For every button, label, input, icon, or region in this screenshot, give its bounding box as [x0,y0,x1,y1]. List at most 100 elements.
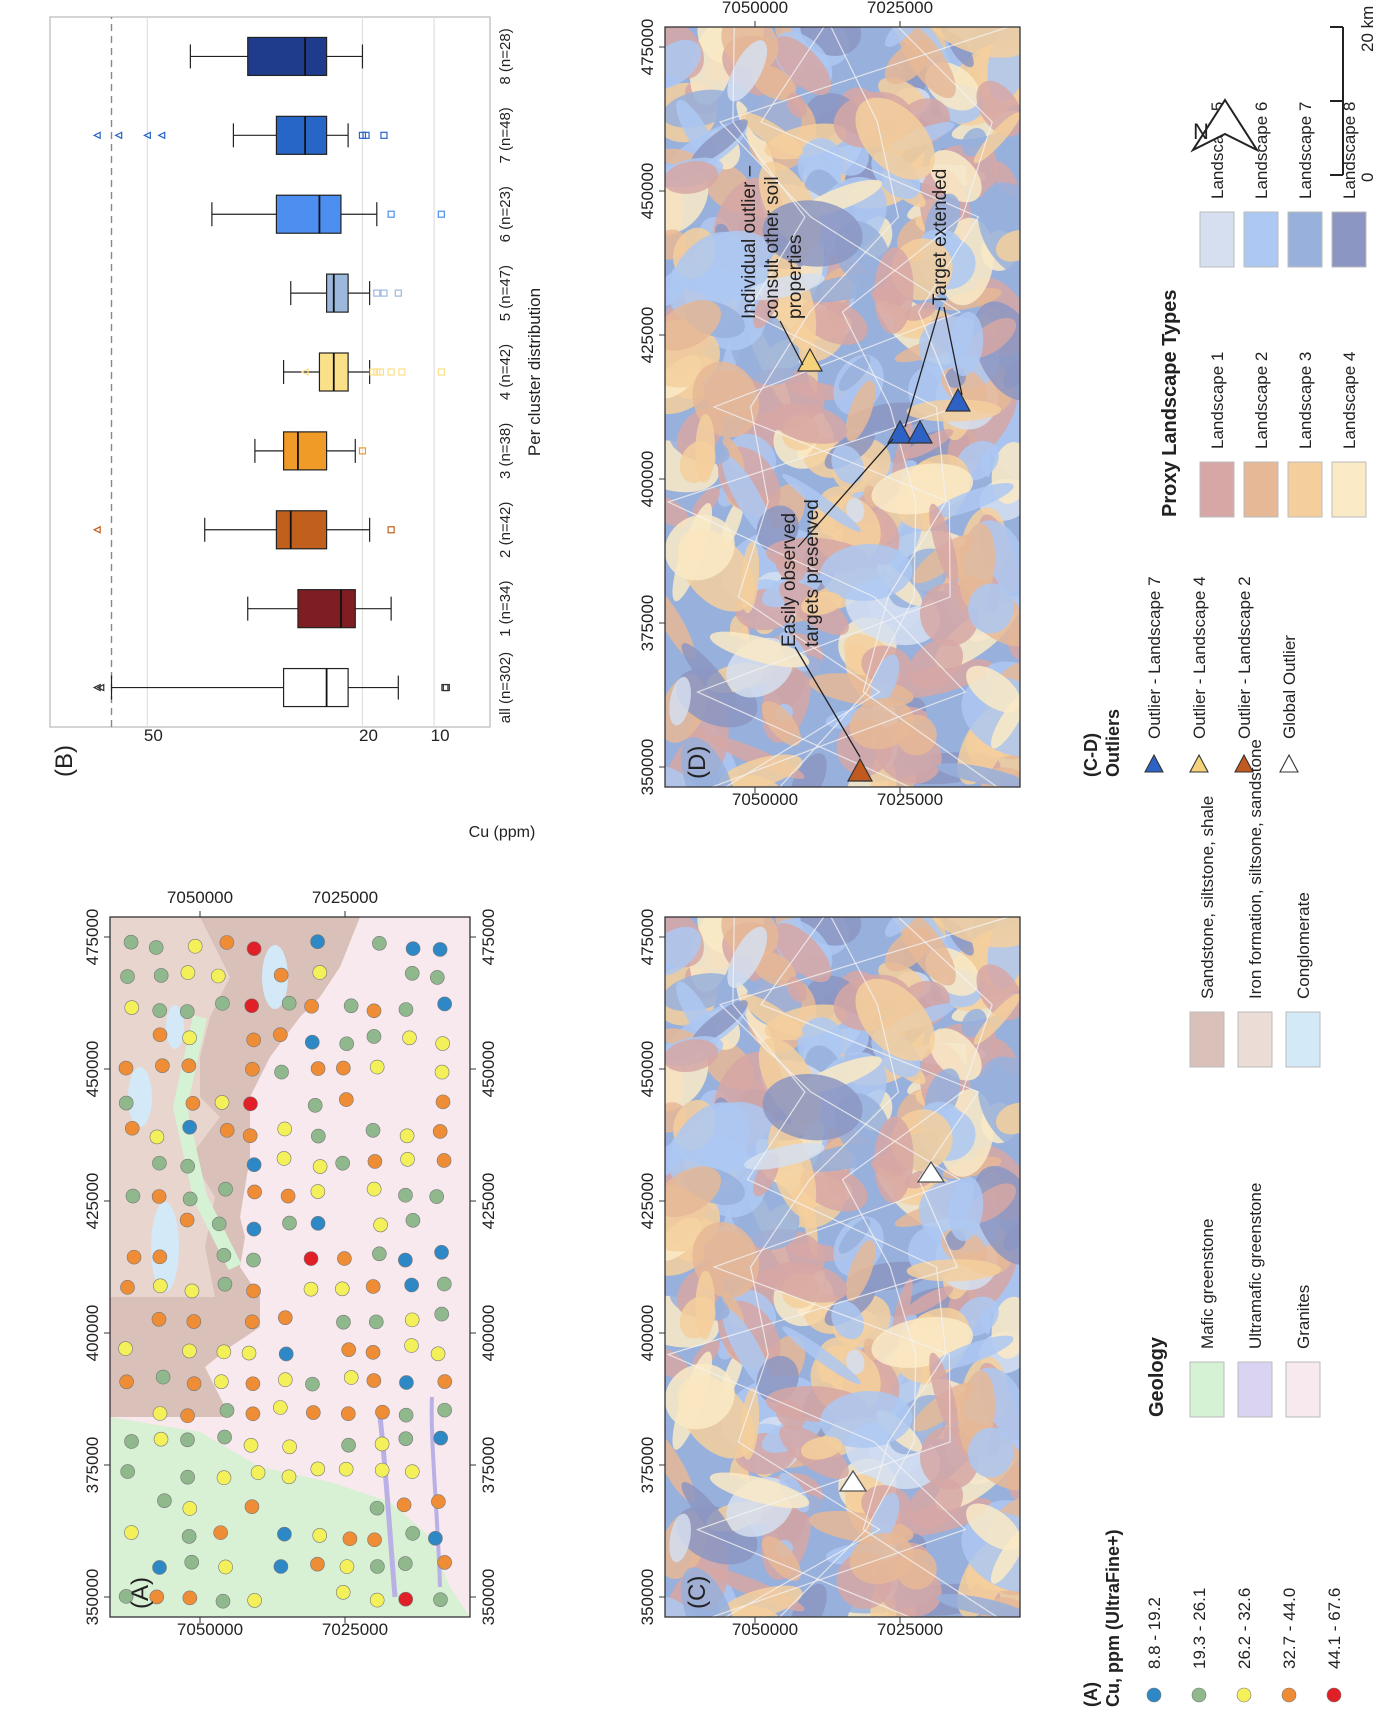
north-label: N [1193,119,1209,144]
northing-tick-label: 7050000 [722,0,788,17]
outlier-legend-title: Outliers [1103,709,1123,777]
northing-tick-label: 7025000 [877,790,943,809]
easting-tick-label: 425000 [638,1173,657,1230]
landscape-patch [665,926,702,977]
box-body [247,36,328,77]
scale-bar-distance: 20 km [1358,6,1377,52]
geology-legend-label: Mafic greenstone [1198,1219,1217,1349]
cu-legend-swatch [1326,1687,1342,1703]
easting-tick-label: 425000 [638,307,657,364]
landscape-legend-swatch [1199,461,1235,518]
outlier-landscape-2-marker [846,757,874,782]
cu-sample-dot [398,1431,414,1446]
cu-sample-dot [277,1372,293,1388]
annotation-target-extended: Target extended [930,169,951,305]
landscape-patch [786,92,807,119]
landscape-patch [800,1436,843,1460]
landscape-patch [973,112,1020,164]
cu-sample-dot [339,1036,355,1052]
panel-d-map: (D) 350000 375000 400000 425000 450000 475000… [638,0,1021,809]
panel-a-map: (A) 350000 350000 375000 375000 400000 400000… [83,888,498,1639]
cu-legend-label: 8.8 - 19.2 [1145,1597,1164,1669]
cu-sample-dot [118,1589,134,1604]
cu-sample-dot [153,1431,169,1447]
cu-sample-dot [213,1525,228,1540]
cu-sample-dot [374,1436,390,1452]
outlier-square [437,210,445,218]
cu-sample-dot [180,1469,195,1485]
landscape-patch [846,1349,865,1375]
road-line [732,27,998,787]
northing-tick-label: 7050000 [177,1620,243,1639]
cu-sample-dot [343,998,359,1014]
easting-tick-label: 425000 [479,1173,498,1230]
landscape-patch [968,1427,1014,1478]
north-arrow-icon [1190,98,1260,153]
outlier-triangle [143,131,151,140]
landscape-patch [930,483,1014,518]
landscape-legend-swatch [1331,211,1367,268]
annotation-targets-preserved: targets preserved [802,499,823,647]
panel-b-boxplot: (B) 10 20 50 all (n=302) 1 (n=34) 2 (n=42) 3 (… [49,16,544,841]
landscape-patch [681,643,737,707]
cu-sample-dot [120,1464,135,1479]
cu-legend-swatch [1236,1687,1252,1703]
landscape-patch [770,1261,848,1303]
cu-sample-dot [246,1032,261,1048]
cu-sample-dots [118,934,453,1609]
landscape-patch [884,917,922,937]
cu-sample-dot [182,1030,197,1046]
cu-sample-dot [372,935,387,951]
landscape-legend-swatch [1243,461,1279,518]
geology-legend-swatch [1189,1011,1225,1068]
landscape-patch [762,200,863,267]
landscape-patch [846,498,865,523]
cu-sample-dot [374,1462,390,1478]
cu-sample-dot [218,1559,233,1575]
landscape-patch [904,302,936,321]
cu-sample-dot [124,1000,140,1015]
landscape-patch [722,455,773,538]
cu-sample-dot [187,938,203,954]
outlier-legend-swatch [1144,753,1164,773]
cu-sample-dot [181,1058,197,1074]
cu-sample-dot [245,1406,261,1422]
cu-sample-dot [216,1247,232,1263]
cu-sample-dot [310,1184,326,1199]
cu-sample-dot [398,1252,413,1268]
global-outlier-marker [916,1160,946,1183]
cu-sample-dot [246,1252,261,1268]
annotation-easily-observed: Easily observed [779,513,800,647]
cu-sample-dot [404,1312,420,1328]
cu-sample-dot [405,1213,421,1228]
cu-sample-dot [216,1470,232,1486]
panel-d-ticks: 350000 375000 400000 425000 450000 475000 7050… [638,0,943,809]
outlier-triangle [300,368,309,376]
x-tick-label: 5 (n=47) [497,265,514,321]
cu-sample-dot [430,1346,446,1362]
cu-sample-dot [184,1283,200,1299]
cu-sample-dot [367,1532,382,1548]
cu-sample-dot [148,940,164,955]
cu-sample-dot [399,1375,414,1390]
annotation-leader [943,306,963,396]
landscape-patch [838,355,871,392]
cu-sample-dot [370,1559,385,1574]
cu-sample-dot [182,1501,198,1516]
cu-sample-dot [151,1189,167,1204]
cu-sample-dot [398,1407,414,1423]
cu-sample-dot [184,1554,200,1570]
cu-sample-dot [304,998,319,1014]
cu-legend-label: 26.2 - 32.6 [1235,1588,1254,1669]
cu-sample-dot [272,1400,288,1415]
landscape-patch [884,27,922,48]
cu-sample-dot [304,1034,320,1050]
cu-sample-dot [244,1499,260,1514]
northing-tick-label: 7025000 [867,0,933,17]
y-tick-label: 50 [144,726,163,745]
easting-tick-label: 350000 [479,1569,498,1626]
easting-tick-label: 375000 [638,1437,657,1494]
landscape-patch [800,1164,868,1212]
cu-sample-dot [281,995,297,1011]
geology-legend-swatch [1285,1011,1321,1068]
